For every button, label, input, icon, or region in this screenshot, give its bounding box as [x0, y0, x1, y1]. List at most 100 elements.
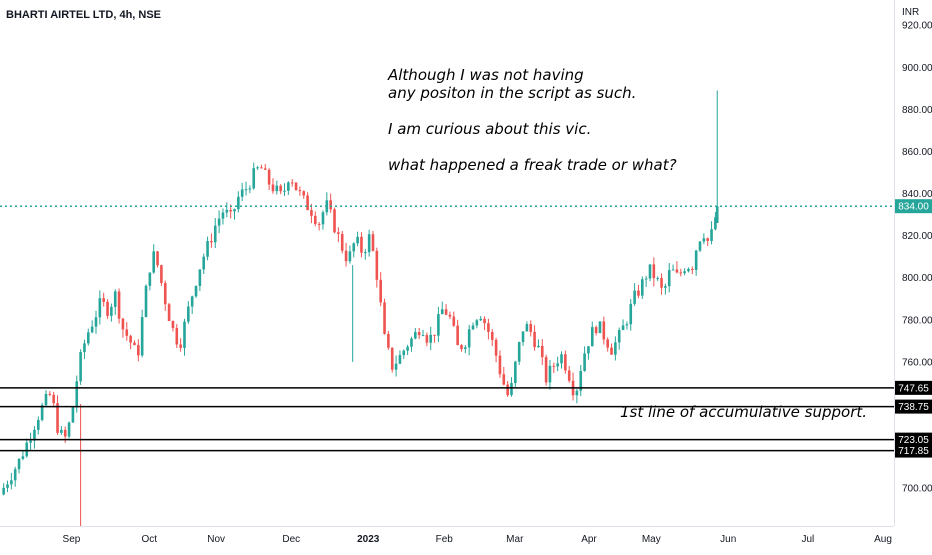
candle-body	[633, 290, 636, 304]
candle-body	[448, 314, 452, 317]
candle-body	[113, 291, 117, 307]
candle-body	[575, 390, 579, 396]
annotation-line: what happened a freak trade or what?	[388, 156, 677, 174]
candle-body	[371, 234, 375, 251]
candle-body	[333, 209, 336, 233]
candle-body	[483, 318, 486, 324]
support-price-label: 723.05	[898, 435, 929, 446]
candle-body	[187, 306, 190, 322]
candle-body	[290, 182, 294, 184]
candle-body	[313, 215, 317, 224]
y-tick-label: 780.00	[902, 315, 932, 326]
candle-body	[675, 269, 679, 273]
candle-body	[287, 182, 290, 191]
candle-body	[148, 272, 152, 286]
candle-body	[637, 290, 640, 296]
candle-body	[540, 345, 544, 358]
candle-body	[379, 279, 382, 303]
support-price-badge	[895, 443, 932, 458]
candle-body	[275, 185, 279, 192]
time-axis[interactable]: Sep Oct Nov Dec 2023 Feb Mar Apr May Jun Jul Aug	[63, 534, 892, 545]
y-tick-label: 820.00	[902, 231, 932, 242]
x-tick-label: Dec	[282, 534, 300, 545]
candle-body	[514, 361, 517, 384]
candle-body	[87, 332, 90, 344]
support-price-label: 747.65	[898, 383, 929, 394]
candle-body	[456, 325, 459, 346]
candle-body	[487, 323, 490, 332]
price-axis[interactable]: 700.00720.00740.00760.00780.00800.00820.…	[902, 21, 932, 495]
candle-body	[367, 234, 371, 253]
candle-body	[490, 331, 494, 340]
candle-body	[652, 264, 656, 279]
candle-body	[444, 309, 448, 315]
candle-body	[417, 332, 421, 336]
candle-body	[48, 393, 52, 395]
candle-body	[664, 286, 667, 288]
candle-body	[537, 345, 540, 348]
y-tick-label: 700.00	[902, 484, 932, 495]
candle-body	[517, 342, 521, 362]
candle-body	[117, 291, 121, 319]
candle-body	[498, 355, 502, 375]
x-tick-label: Aug	[874, 534, 892, 545]
candle-body	[352, 243, 356, 252]
candle-body	[617, 330, 621, 343]
candle-body	[237, 196, 240, 210]
candle-body	[279, 185, 282, 192]
x-tick-label: Jul	[802, 534, 815, 545]
support-note[interactable]: 1st line of accumulative support.	[620, 403, 867, 421]
candle-body	[560, 354, 563, 364]
candle-body	[425, 335, 429, 343]
candle-body	[40, 405, 44, 420]
candle-body	[671, 269, 675, 271]
candle-body	[233, 209, 236, 212]
candle-body	[160, 265, 163, 283]
candle-body	[225, 209, 229, 213]
annotation-line: I am curious about this vic.	[388, 120, 591, 138]
spike-body	[715, 206, 719, 224]
candle-body	[471, 325, 475, 330]
candle-body	[283, 190, 286, 192]
candle-body	[321, 212, 325, 225]
candle-body	[171, 321, 175, 329]
candle-body	[75, 381, 79, 408]
candle-body	[337, 232, 340, 234]
x-tick-label: Sep	[63, 534, 81, 545]
support-price-badge	[895, 432, 932, 447]
candle-body	[252, 168, 256, 189]
candle-body	[56, 403, 59, 433]
chart-title: BHARTI AIRTEL LTD, 4h, NSE	[6, 9, 161, 21]
candle-body	[433, 334, 436, 336]
candle-body	[137, 345, 140, 356]
candle-body	[640, 279, 644, 296]
candle-body	[440, 309, 444, 315]
candle-body	[256, 167, 259, 169]
candle-body	[52, 394, 55, 404]
x-tick-label: Oct	[142, 534, 158, 545]
annotation-line: any positon in the script as such.	[388, 84, 636, 102]
candle-body	[190, 296, 194, 307]
candle-body	[206, 241, 209, 257]
candle-body	[375, 250, 379, 280]
currency-label: INR	[902, 7, 919, 18]
candle-body	[602, 321, 606, 340]
candle-body	[694, 250, 698, 271]
candle-body	[121, 318, 125, 330]
candle-body	[356, 236, 359, 244]
candle-body	[217, 218, 221, 226]
candle-body	[621, 325, 625, 331]
candle-body	[406, 346, 409, 351]
candle-body	[144, 285, 148, 318]
candle-body	[552, 365, 556, 367]
candle-body	[240, 189, 244, 197]
candle-body	[98, 298, 102, 318]
candle-body	[698, 241, 702, 251]
y-tick-label: 880.00	[902, 105, 932, 116]
candle-body	[6, 484, 9, 488]
candle-body	[629, 303, 633, 325]
